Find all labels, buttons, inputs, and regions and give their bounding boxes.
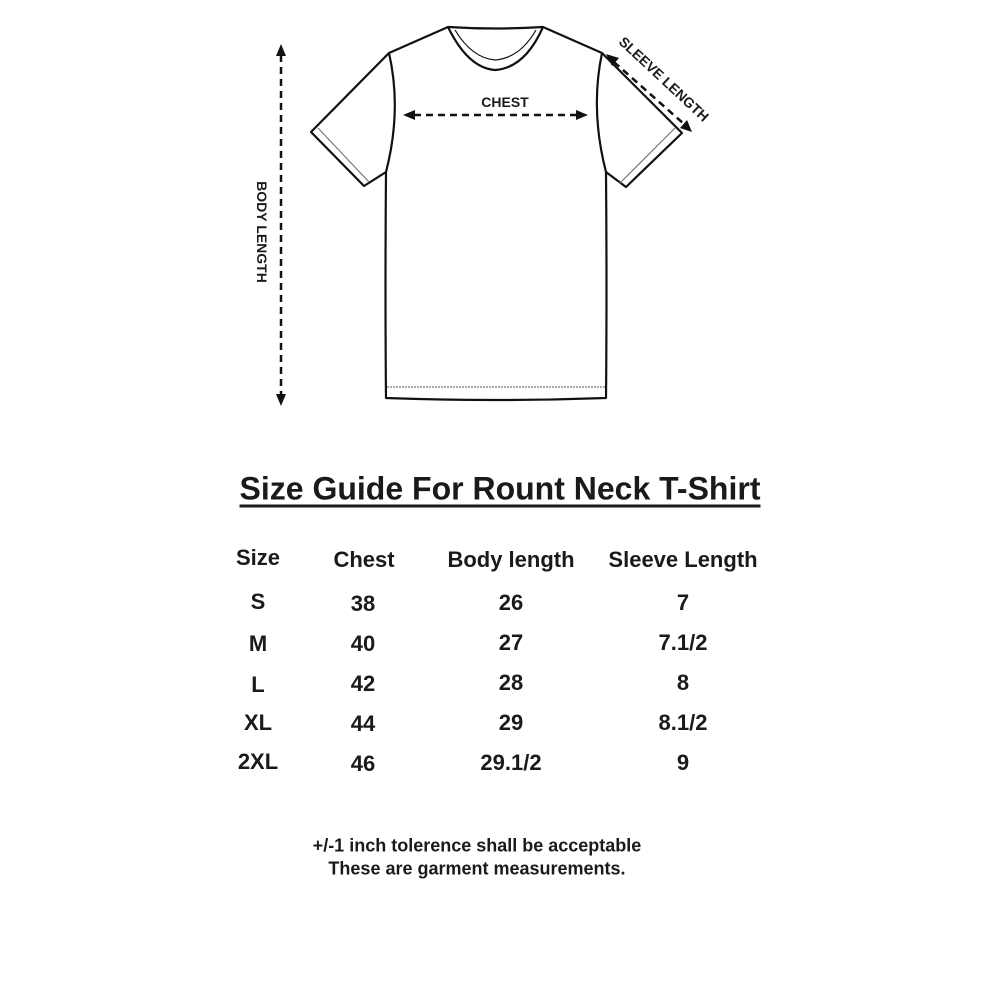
- cell-sleeve-length: 7: [676, 590, 690, 615]
- cell-sleeve-length: 7.1/2: [658, 630, 708, 655]
- cell-chest: 40: [350, 631, 376, 656]
- header-size: Size: [235, 545, 281, 570]
- body-length-label: BODY LENGTH: [254, 181, 270, 283]
- cell-body-length: 28: [498, 670, 524, 695]
- cell-body-length: 29.1/2: [480, 750, 542, 775]
- cell-sleeve-length: 8: [676, 670, 690, 695]
- cell-sleeve-length: 9: [676, 750, 690, 775]
- t-shirt-outline: [309, 25, 684, 402]
- measurement-note: These are garment measurements.: [328, 858, 626, 879]
- cell-size: XL: [243, 710, 273, 735]
- chest-arrow: [403, 110, 588, 120]
- cell-sleeve-length: 8.1/2: [658, 710, 708, 735]
- cell-size: S: [250, 589, 266, 614]
- tolerance-note: +/-1 inch tolerence shall be acceptable: [312, 835, 642, 856]
- cell-body-length: 27: [498, 630, 524, 655]
- chest-label: CHEST: [481, 94, 529, 110]
- sleeve-length-arrow: [606, 54, 692, 132]
- cell-size: 2XL: [237, 749, 279, 774]
- cell-chest: 38: [350, 591, 376, 616]
- cell-body-length: 29: [498, 710, 524, 735]
- cell-chest: 46: [350, 751, 376, 776]
- header-sleeve-length: Sleeve Length: [608, 547, 758, 572]
- header-chest: Chest: [333, 547, 395, 572]
- header-body-length: Body length: [447, 547, 575, 572]
- cell-chest: 44: [350, 711, 376, 736]
- cell-size: M: [248, 631, 268, 656]
- cell-body-length: 26: [498, 590, 524, 615]
- page-title: Size Guide For Rount Neck T-Shirt: [239, 470, 761, 507]
- body-length-arrow: [276, 44, 286, 406]
- cell-size: L: [251, 672, 265, 697]
- cell-chest: 42: [350, 671, 376, 696]
